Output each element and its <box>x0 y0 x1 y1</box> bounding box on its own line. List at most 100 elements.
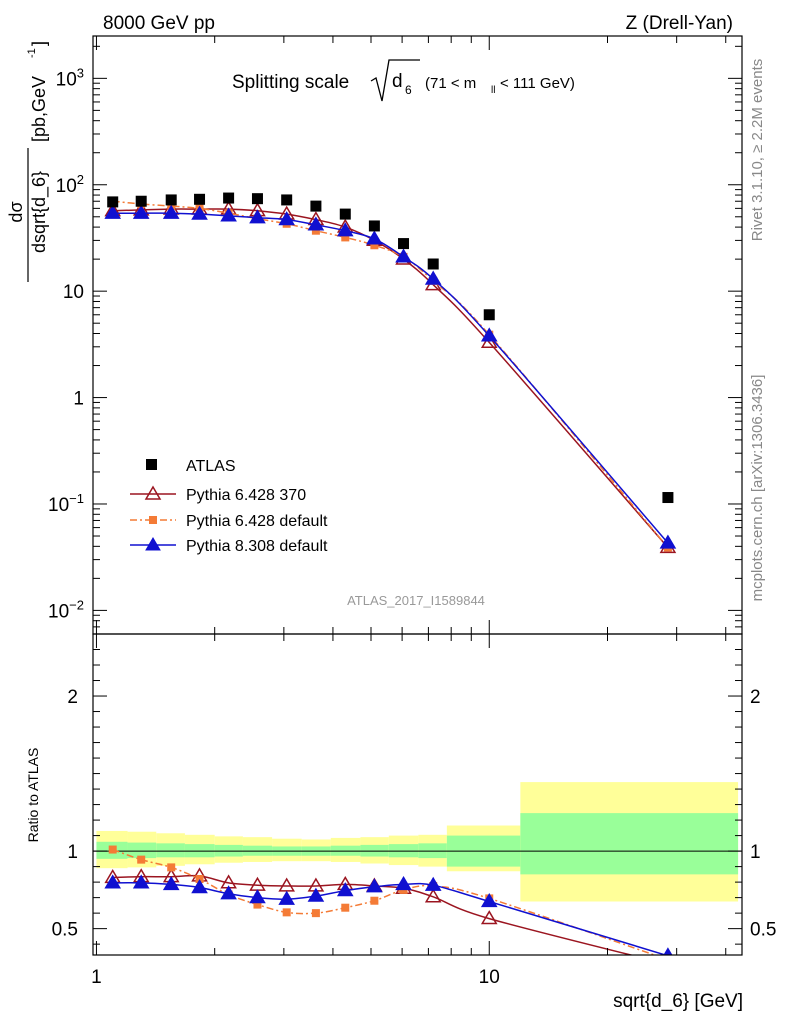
ratio-band-inner-13 <box>520 813 739 875</box>
ratio-marker-p8_default-8 <box>336 882 354 897</box>
y-tick-label-base-5: 10 <box>56 69 77 90</box>
ratio-marker-p6_default-13 <box>664 956 672 964</box>
analysis-watermark: ATLAS_2017_I1589844 <box>347 593 485 608</box>
main-marker-p8_default-13 <box>659 534 677 549</box>
atlas-point-0 <box>107 196 119 208</box>
atlas-point-5 <box>251 193 263 205</box>
y-tick-label-2: 1 <box>73 389 84 410</box>
main-marker-p6_default-9 <box>370 241 379 250</box>
title-sqrt-var: d <box>392 71 403 92</box>
title-cut-suffix: < 111 GeV) <box>500 75 575 92</box>
y-tick-label-exp-1: −1 <box>69 491 84 506</box>
ratio-tick-label-right-1: 1 <box>750 842 761 863</box>
legend-p6-default-marker <box>149 516 157 524</box>
atlas-point-4 <box>223 192 235 204</box>
main-marker-p8_default-6 <box>278 211 295 226</box>
title-cut-prefix: (71 < m <box>425 75 476 92</box>
y-tick-label-base-2: 1 <box>73 389 84 410</box>
ratio-marker-p6_370-5 <box>249 876 266 891</box>
legend-p8-default-marker <box>145 537 161 551</box>
ylabel-units: [pb,GeV <box>29 76 49 142</box>
legend-p6-default-label: Pythia 6.428 default <box>186 513 328 530</box>
ratio-marker-p8_default-3 <box>191 879 208 894</box>
ratio-marker-p6_default-8 <box>341 903 350 912</box>
main-marker-p8_default-3 <box>191 205 208 220</box>
y-tick-label-0: 10−2 <box>48 597 84 622</box>
mcplots-label: mcplots.cern.ch [arXiv:1306.3436] <box>749 375 766 602</box>
title-cut-sub: ll <box>491 85 495 96</box>
y-tick-label-5: 103 <box>56 65 84 90</box>
legend-p6-370-marker <box>144 485 162 500</box>
main-marker-p8_default-5 <box>249 209 266 224</box>
legend-p6-370-label: Pythia 6.428 370 <box>186 487 306 504</box>
ratio-marker-p6_370-13 <box>661 957 675 969</box>
ratio-marker-p6_370-6 <box>278 877 295 892</box>
ratio-marker-p8_default-7 <box>307 887 325 902</box>
ratio-marker-p6_default-7 <box>311 909 320 918</box>
sqrt-sign <box>370 59 420 102</box>
y-tick-label-exp-4: 2 <box>77 172 84 187</box>
atlas-point-10 <box>398 238 410 250</box>
main-marker-p8_default-4 <box>220 207 237 222</box>
ratio-marker-p6_370-11 <box>424 888 442 903</box>
title-sqrt-sub: 6 <box>405 83 412 97</box>
main-series-group <box>104 192 677 554</box>
y-tick-label-3: 10 <box>63 282 84 303</box>
ratio-marker-p8_default-12 <box>480 893 498 908</box>
ratio-marker-p6_default-0 <box>108 845 117 854</box>
ratio-marker-p6_default-6 <box>282 908 291 917</box>
main-marker-p8_default-12 <box>480 327 498 342</box>
atlas-point-13 <box>662 492 674 504</box>
ratio-marker-p6_default-9 <box>370 896 379 905</box>
main-y-axis-label: dσ dsqrt{d_6} [pb,GeV -1 ] <box>6 41 50 282</box>
main-marker-p8_default-2 <box>162 204 180 219</box>
ratio-marker-p8_default-9 <box>366 878 383 893</box>
ratio-marker-p6_default-2 <box>167 863 176 872</box>
atlas-point-7 <box>310 200 322 212</box>
plot-title: Splitting scale d 6 (71 < m ll < 111 GeV… <box>232 59 575 102</box>
y-tick-label-exp-5: 3 <box>77 65 84 80</box>
main-marker-p6_default-8 <box>341 233 350 242</box>
x-axis-label: sqrt{d_6} [GeV] <box>613 991 743 1012</box>
ylabel-numerator: dσ <box>6 201 26 222</box>
ratio-uncertainty-bands <box>93 782 742 902</box>
main-marker-p8_default-11 <box>424 270 442 285</box>
ratio-tick-label-left-0: 0.5 <box>52 920 78 941</box>
ratio-marker-p8_default-6 <box>278 890 295 905</box>
ratio-tick-label-right-2: 2 <box>750 687 761 708</box>
y-tick-label-1: 10−1 <box>48 491 84 516</box>
legend-p8-default-label: Pythia 8.308 default <box>186 538 328 555</box>
y-tick-label-base-0: 10 <box>48 601 69 622</box>
ratio-frame <box>92 633 743 956</box>
ratio-marker-p6_default-5 <box>253 900 262 909</box>
atlas-point-8 <box>339 208 351 220</box>
main-marker-p8_default-7 <box>307 216 325 231</box>
legend-atlas-label: ATLAS <box>186 458 236 475</box>
main-marker-p8_default-0 <box>104 204 122 219</box>
rivet-label: Rivet 3.1.10, ≥ 2.2M events <box>749 59 766 242</box>
main-marker-p8_default-8 <box>336 222 354 237</box>
main-marker-p8_default-10 <box>395 248 412 263</box>
ratio-marker-p8_default-11 <box>424 876 442 891</box>
main-marker-p8_default-1 <box>132 204 150 219</box>
ylabel-units-sup: -1 <box>26 48 38 58</box>
main-marker-p8_default-9 <box>366 230 383 245</box>
ratio-marker-p6_default-1 <box>137 855 146 864</box>
y-tick-label-base-3: 10 <box>63 282 84 303</box>
y-tick-label-base-1: 10 <box>48 495 69 516</box>
ratio-marker-p8_default-0 <box>104 874 122 889</box>
ratio-tick-label-right-0: 0.5 <box>750 920 776 941</box>
ylabel-units-end: ] <box>29 41 49 46</box>
atlas-point-6 <box>281 194 293 206</box>
atlas-point-2 <box>165 194 177 206</box>
header-right: Z (Drell-Yan) <box>626 13 733 34</box>
ratio-marker-p6_370-12 <box>480 910 498 925</box>
atlas-point-9 <box>368 220 380 232</box>
ratio-tick-label-left-1: 1 <box>67 842 78 863</box>
ratio-series-group <box>104 845 675 969</box>
ratio-marker-p6_default-3 <box>195 875 204 884</box>
legend: ATLAS Pythia 6.428 370 Pythia 6.428 defa… <box>130 458 328 555</box>
ratio-marker-p8_default-1 <box>132 874 150 889</box>
